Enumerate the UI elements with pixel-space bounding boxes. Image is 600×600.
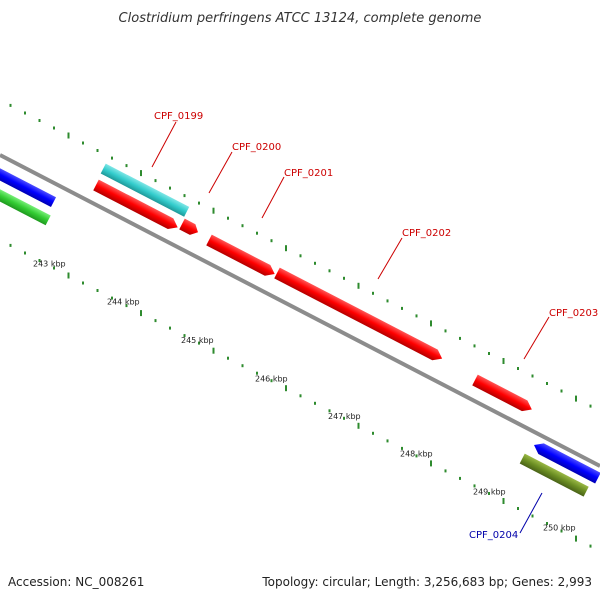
feature-cds-cpf0203 bbox=[472, 374, 532, 412]
gene-label-cpf0200: CPF_0200 bbox=[232, 142, 281, 153]
tick-label: 245 kbp bbox=[181, 336, 214, 345]
feature-other-olive bbox=[519, 453, 589, 497]
feature-blue-left bbox=[0, 165, 57, 208]
tick-label: 244 kbp bbox=[107, 298, 140, 307]
feature-cds-cpf0202 bbox=[206, 234, 275, 276]
map-title: Clostridium perfringens ATCC 13124, comp… bbox=[119, 11, 482, 26]
accession-text: Accession: NC_008261 bbox=[8, 575, 144, 589]
tick-label: 248 kbp bbox=[400, 450, 433, 459]
callout-line-cpf0202 bbox=[377, 237, 403, 280]
tick-label: 247 kbp bbox=[328, 412, 361, 421]
feature-cds-cpf0204-blue bbox=[534, 443, 600, 484]
gene-label-cpf0199: CPF_0199 bbox=[154, 111, 203, 122]
feature-green-left bbox=[0, 186, 51, 226]
gene-label-cpf0202: CPF_0202 bbox=[402, 228, 451, 239]
tick-label: 243 kbp bbox=[33, 259, 66, 268]
tick-label: 250 kbp bbox=[543, 524, 576, 533]
genome-backbone bbox=[0, 153, 600, 468]
callout-line-cpf0204 bbox=[519, 492, 543, 534]
gene-callouts: CPF_0199 CPF_0200 CPF_0201 CPF_0202 CPF_… bbox=[151, 111, 598, 541]
callout-line-cpf0200 bbox=[208, 151, 233, 194]
feature-cds-cpf0201 bbox=[179, 218, 198, 235]
tick-rows bbox=[9, 103, 592, 548]
gene-label-cpf0201: CPF_0201 bbox=[284, 168, 333, 179]
tick-label: 246 kbp bbox=[255, 374, 288, 383]
feature-trna-cpf0199 bbox=[100, 163, 190, 217]
features bbox=[0, 163, 600, 497]
callout-line-cpf0201 bbox=[261, 176, 285, 219]
tick-labels: 243 kbp 244 kbp 245 kbp 246 kbp 247 kbp 248 k… bbox=[33, 259, 576, 532]
callout-line-cpf0199 bbox=[151, 121, 177, 168]
topology-text: Topology: circular; Length: 3,256,683 bp… bbox=[261, 575, 592, 589]
feature-cds-cpf0202b bbox=[274, 267, 443, 361]
callout-line-cpf0203 bbox=[523, 316, 550, 360]
feature-cds-cpf0200 bbox=[93, 179, 178, 229]
gene-label-cpf0203: CPF_0203 bbox=[549, 308, 598, 319]
gene-label-cpf0204: CPF_0204 bbox=[469, 530, 518, 541]
tick-label: 249 kbp bbox=[473, 487, 506, 496]
